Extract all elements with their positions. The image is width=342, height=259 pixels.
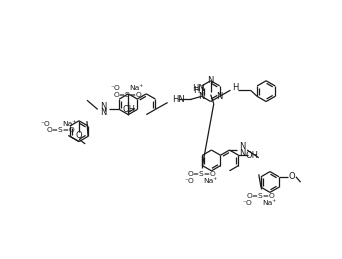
Text: O: O: [76, 131, 82, 140]
Text: N: N: [198, 92, 205, 101]
Text: N: N: [216, 92, 223, 101]
Text: O=S=O: O=S=O: [247, 193, 275, 199]
Text: N: N: [239, 142, 246, 152]
Text: HN: HN: [192, 84, 205, 93]
Text: ⁻O: ⁻O: [184, 178, 194, 184]
Text: N: N: [208, 76, 214, 85]
Text: N: N: [100, 102, 106, 111]
Text: ⁻O: ⁻O: [110, 85, 120, 91]
Text: O=S=O: O=S=O: [188, 171, 217, 177]
Text: ⁻O: ⁻O: [40, 121, 50, 127]
Text: H: H: [232, 83, 238, 92]
Text: Na⁺: Na⁺: [203, 178, 218, 184]
Text: OH: OH: [122, 105, 135, 114]
Text: O=S=O: O=S=O: [46, 127, 75, 133]
Text: OH: OH: [246, 151, 259, 160]
Text: Na⁺: Na⁺: [129, 85, 143, 91]
Text: HN: HN: [172, 95, 185, 104]
Text: Na⁺: Na⁺: [62, 121, 76, 127]
Text: Na⁺: Na⁺: [262, 200, 276, 206]
Text: O: O: [289, 172, 295, 181]
Text: O=S=O: O=S=O: [114, 92, 143, 98]
Text: H: H: [193, 86, 199, 95]
Text: N: N: [100, 108, 106, 117]
Text: ⁻O: ⁻O: [243, 200, 252, 206]
Text: N: N: [239, 149, 246, 158]
